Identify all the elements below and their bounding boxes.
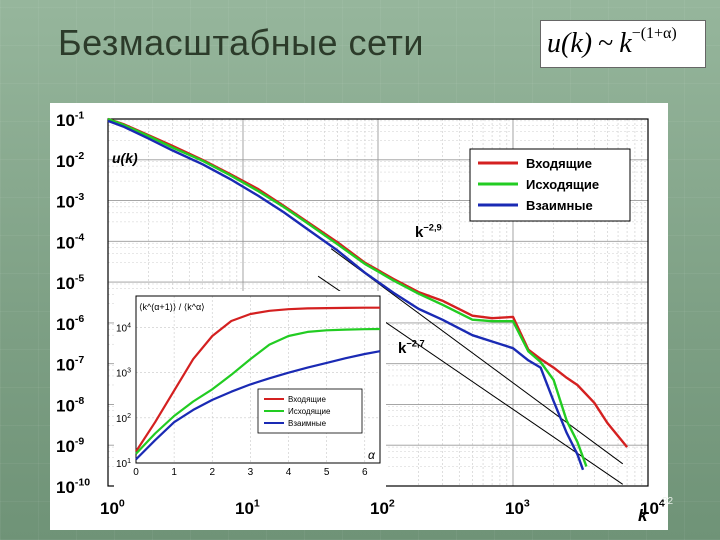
inset-y-tick-label: 103 — [116, 368, 131, 380]
inset-x-tick-label: 1 — [171, 467, 177, 478]
inset-x-tick-label: 6 — [362, 467, 368, 478]
inset-x-tick-label: 0 — [133, 467, 139, 478]
main-y-tick-label: 10-7 — [56, 354, 84, 375]
inset-y-tick-label: 104 — [116, 323, 131, 335]
slide-title: Безмасштабные сети — [58, 22, 424, 63]
inset-series-line — [135, 306, 380, 453]
reference-label: k−2,9 — [415, 222, 442, 241]
formula-box: u(k) ~ k −(1+α) — [540, 20, 706, 68]
main-y-tick-label: 10-1 — [56, 109, 84, 130]
inset-legend-label: Исходящие — [288, 407, 331, 416]
inset-legend-label: Входящие — [288, 395, 326, 404]
series-line — [107, 119, 585, 471]
reference-label: k−2,7 — [398, 338, 425, 357]
legend-label: Входящие — [526, 156, 592, 171]
series-line — [107, 117, 588, 467]
main-y-tick-label: 10-5 — [56, 272, 84, 293]
main-x-tick-label: 103 — [505, 497, 530, 518]
formula-base: k — [619, 28, 632, 59]
main-x-tick-label: 104 — [640, 497, 665, 518]
inset-x-tick-label: 2 — [209, 467, 215, 478]
main-y-tick-label: 10-4 — [56, 232, 84, 253]
inset-legend-label: Взаимные — [288, 419, 327, 428]
main-y-tick-label: 10-3 — [56, 191, 84, 212]
main-x-tick-label: 100 — [100, 497, 125, 518]
inset-y-tick-label: 102 — [116, 413, 131, 425]
main-y-tick-label: 10-6 — [56, 313, 84, 334]
inset-series-line — [135, 350, 381, 461]
page-number: 32 — [662, 496, 674, 507]
inset-y-axis-label: ⟨k^(α+1)⟩ / ⟨k^α⟩ — [139, 302, 205, 312]
inset-series-line — [135, 327, 381, 455]
inset-x-tick-label: 3 — [248, 467, 254, 478]
formula-exponent: −(1+α) — [631, 25, 677, 42]
formula-lhs: u(k) — [547, 28, 593, 59]
main-y-tick-label: 10-10 — [56, 476, 90, 497]
main-y-axis-label: u(k) — [112, 150, 138, 166]
inset-x-tick-label: 5 — [324, 467, 330, 478]
legend-label: Взаимные — [526, 198, 593, 213]
chart-frame: 10-1 10-2 10-3 10-4 10-5 10-6 10-7 10-8 10-9 10-1… — [50, 103, 668, 530]
main-y-tick-label: 10-2 — [56, 150, 84, 171]
inset-x-tick-label: 4 — [286, 467, 292, 478]
inset-x-axis-label: α — [368, 448, 376, 462]
main-y-tick-label: 10-9 — [56, 436, 84, 457]
inset-y-tick-label: 101 — [116, 458, 131, 470]
legend-label: Исходящие — [526, 177, 599, 192]
inset-plot-border — [135, 295, 381, 464]
main-x-tick-label: 102 — [370, 497, 395, 518]
main-x-axis-label: k — [638, 506, 649, 525]
main-y-tick-label: 10-8 — [56, 395, 84, 416]
formula-relation: ~ — [598, 28, 614, 59]
chart-svg: 10-1 10-2 10-3 10-4 10-5 10-6 10-7 10-8 10-9 10-1… — [56, 109, 665, 525]
main-x-tick-label: 101 — [235, 497, 260, 518]
